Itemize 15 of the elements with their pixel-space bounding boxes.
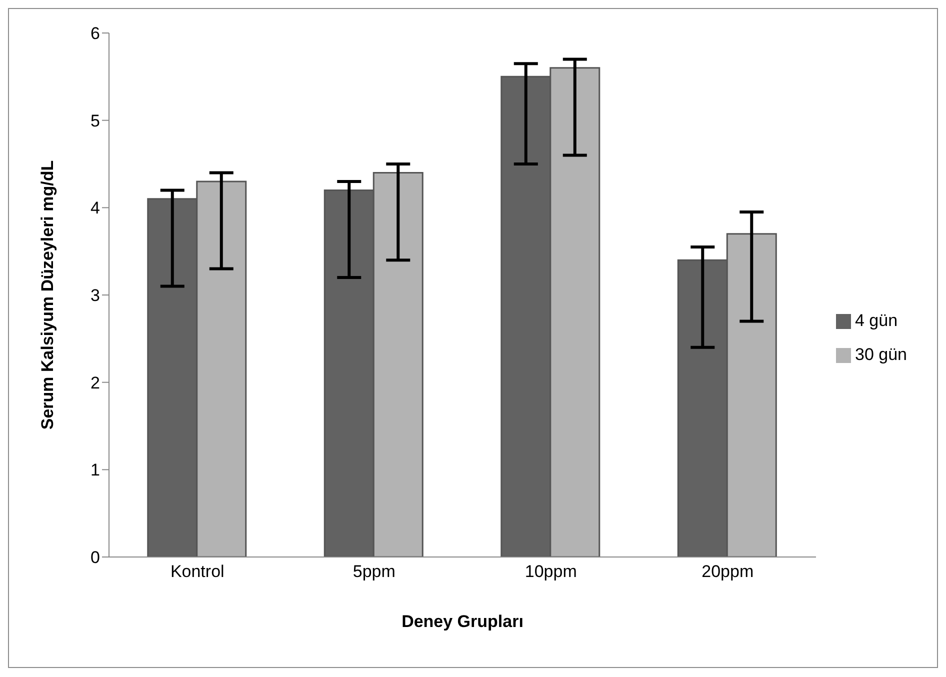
legend-label: 30 gün xyxy=(855,345,907,364)
y-tick-label: 4 xyxy=(90,198,100,218)
x-axis-title: Deney Grupları xyxy=(402,612,524,631)
y-tick-label: 5 xyxy=(90,111,100,130)
legend-label: 4 gün xyxy=(855,311,898,330)
y-tick-label: 0 xyxy=(90,548,100,568)
x-tick-label: Kontrol xyxy=(170,562,224,582)
y-tick-label: 2 xyxy=(90,373,100,392)
x-tick-label: 5ppm xyxy=(352,562,396,582)
x-tick-label: 20ppm xyxy=(702,562,754,582)
y-tick-label: 3 xyxy=(90,286,100,306)
y-tick-label: 6 xyxy=(90,24,100,44)
y-axis-title: Serum Kalsiyum Düzeyleri mg/dL xyxy=(38,160,58,430)
x-tick-label: 10ppm xyxy=(524,562,577,582)
y-tick-label: 1 xyxy=(90,460,100,480)
